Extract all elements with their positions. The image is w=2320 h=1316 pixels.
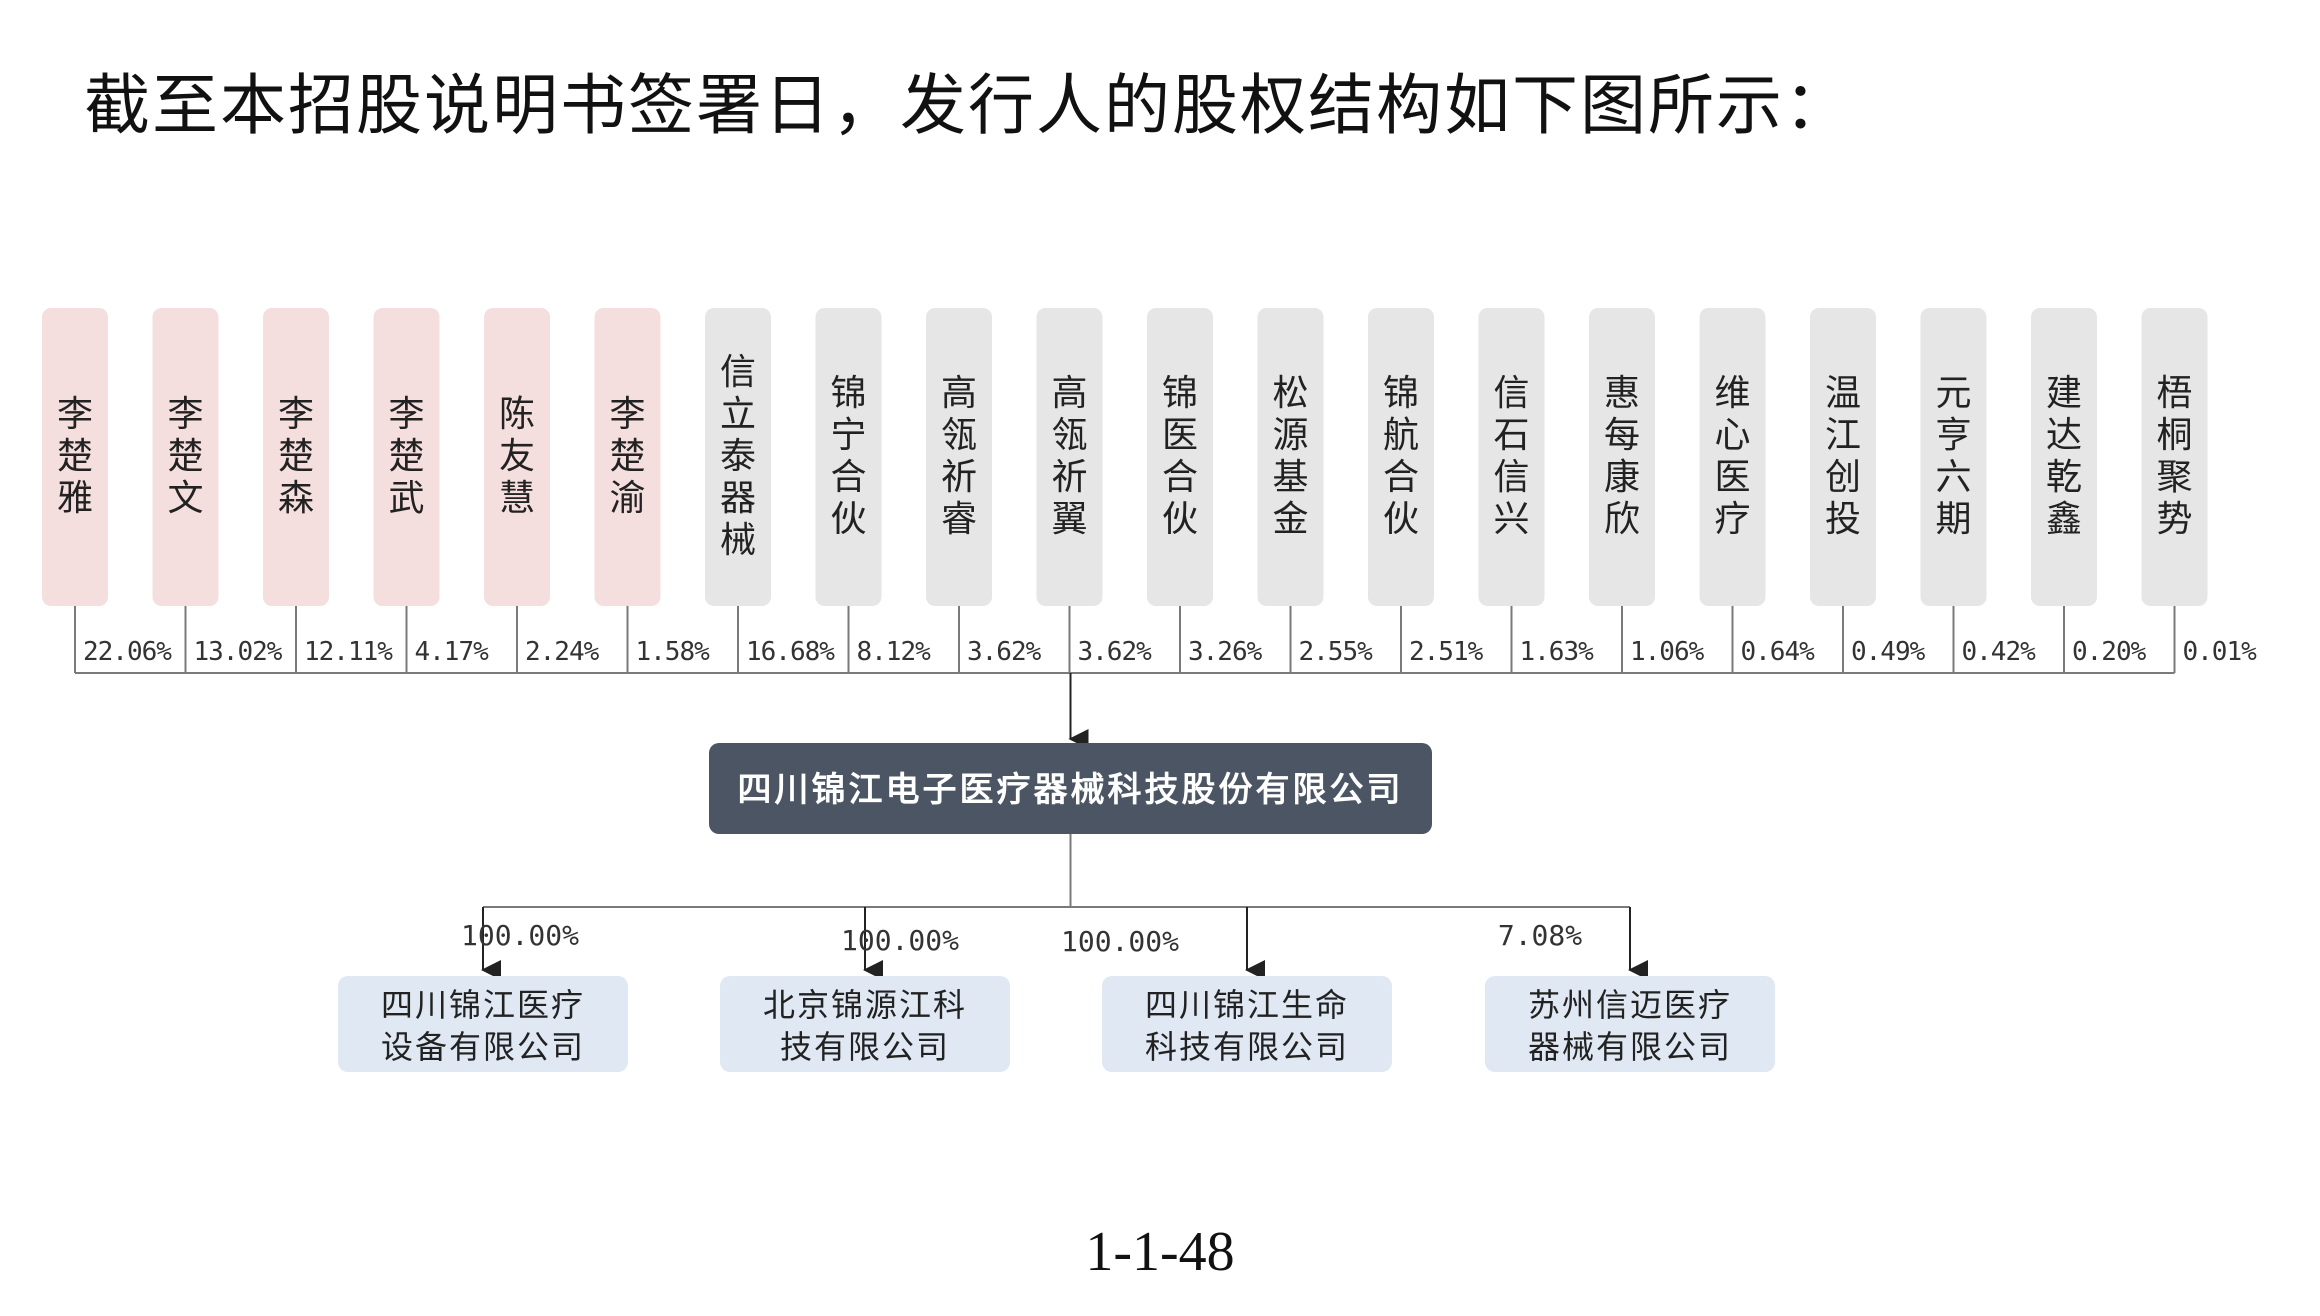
shareholder-name: 信石信兴 — [1493, 373, 1529, 540]
shareholder-box — [1368, 308, 1434, 606]
shareholder-box — [1478, 308, 1545, 606]
page-number: 1-1-48 — [1085, 1221, 1235, 1283]
shareholder-box — [2141, 308, 2208, 606]
subsidiary-box — [1102, 976, 1392, 1072]
shareholder-name: 维心医疗 — [1714, 373, 1750, 540]
issuer-box — [709, 743, 1432, 834]
subsidiary-name-line: 设备有限公司 — [381, 1028, 585, 1066]
shareholder-box — [152, 308, 219, 606]
shareholder-pct: 3.26% — [1188, 637, 1263, 667]
shareholder-pct: 16.68% — [746, 637, 835, 667]
shareholder-pct: 13.02% — [194, 637, 283, 667]
subsidiary-name-line: 四川锦江生命 — [1145, 986, 1349, 1024]
shareholder-pct: 0.20% — [2072, 637, 2147, 667]
shareholder-box — [373, 308, 440, 606]
shareholder-box — [1589, 308, 1655, 606]
shareholder-pct: 3.62% — [1078, 637, 1153, 667]
shareholder-name: 李楚雅 — [57, 394, 93, 519]
shareholder-box — [1147, 308, 1213, 606]
shareholder-pct: 1.63% — [1520, 637, 1595, 667]
shareholder-box — [1257, 308, 1324, 606]
shareholder-name: 建达乾鑫 — [2046, 373, 2082, 540]
subsidiary-box — [1485, 976, 1775, 1072]
subsidiary-name-line: 技有限公司 — [780, 1028, 950, 1066]
subsidiary-name-line: 苏州信迈医疗 — [1528, 986, 1732, 1024]
shareholder-pct: 2.55% — [1299, 637, 1374, 667]
shareholder-name: 温江创投 — [1825, 373, 1861, 540]
shareholder-box — [42, 308, 108, 606]
shareholder-pct: 1.06% — [1630, 637, 1705, 667]
shareholder-pct: 2.51% — [1409, 637, 1484, 667]
shareholder-pct: 3.62% — [967, 637, 1042, 667]
shareholder-pct: 0.64% — [1741, 637, 1816, 667]
shareholder-name: 李楚武 — [388, 394, 424, 519]
shareholder-box — [2031, 308, 2097, 606]
shareholder-name: 李楚文 — [167, 394, 203, 519]
shareholder-pct: 1.58% — [636, 637, 711, 667]
shareholder-pct: 4.17% — [415, 637, 490, 667]
shareholder-box — [594, 308, 661, 606]
subsidiary-pct: 100.00% — [841, 924, 959, 957]
shareholder-box — [815, 308, 882, 606]
shareholder-name: 信立泰器械 — [720, 352, 756, 561]
shareholder-pct: 22.06% — [83, 637, 172, 667]
subsidiary-name-line: 四川锦江医疗 — [381, 986, 585, 1024]
shareholder-pct: 12.11% — [304, 637, 393, 667]
shareholder-name: 元亨六期 — [1935, 373, 1971, 540]
subsidiary-name-line: 器械有限公司 — [1528, 1028, 1732, 1066]
intro-text: 截至本招股说明书签署日，发行人的股权结构如下图所示： — [84, 67, 1852, 144]
shareholder-box — [263, 308, 329, 606]
subsidiary-name-line: 北京锦源江科 — [763, 986, 967, 1024]
shareholder-box — [1920, 308, 1987, 606]
subsidiary-name-line: 科技有限公司 — [1145, 1028, 1349, 1066]
shareholder-name: 松源基金 — [1272, 373, 1308, 540]
issuer-name: 四川锦江电子医疗器械科技股份有限公司 — [738, 770, 1404, 810]
shareholder-name: 陈友慧 — [499, 394, 535, 519]
shareholder-name: 高瓴祈睿 — [941, 373, 977, 540]
shareholder-name: 惠每康欣 — [1604, 373, 1640, 540]
shareholder-name: 锦医合伙 — [1162, 373, 1198, 540]
subsidiary-box — [338, 976, 628, 1072]
shareholder-name: 锦航合伙 — [1383, 373, 1419, 540]
shareholder-name: 李楚森 — [278, 394, 314, 519]
shareholder-box — [1036, 308, 1103, 606]
shareholder-name: 梧桐聚势 — [2156, 373, 2192, 540]
subsidiary-pct: 7.08% — [1498, 919, 1582, 952]
shareholder-name: 李楚渝 — [609, 394, 645, 519]
shareholder-box — [705, 308, 771, 606]
shareholder-box — [484, 308, 550, 606]
shareholder-name: 锦宁合伙 — [830, 373, 866, 540]
shareholder-pct: 8.12% — [857, 637, 932, 667]
shareholder-name: 高瓴祈翼 — [1051, 373, 1087, 540]
shareholder-box — [1810, 308, 1876, 606]
shareholder-box — [926, 308, 992, 606]
shareholder-pct: 0.01% — [2183, 637, 2258, 667]
shareholder-box — [1699, 308, 1766, 606]
shareholder-pct: 0.49% — [1851, 637, 1926, 667]
subsidiary-pct: 100.00% — [461, 919, 579, 952]
subsidiary-pct: 100.00% — [1061, 925, 1179, 958]
subsidiary-box — [720, 976, 1010, 1072]
shareholder-pct: 0.42% — [1962, 637, 2037, 667]
shareholder-pct: 2.24% — [525, 637, 600, 667]
